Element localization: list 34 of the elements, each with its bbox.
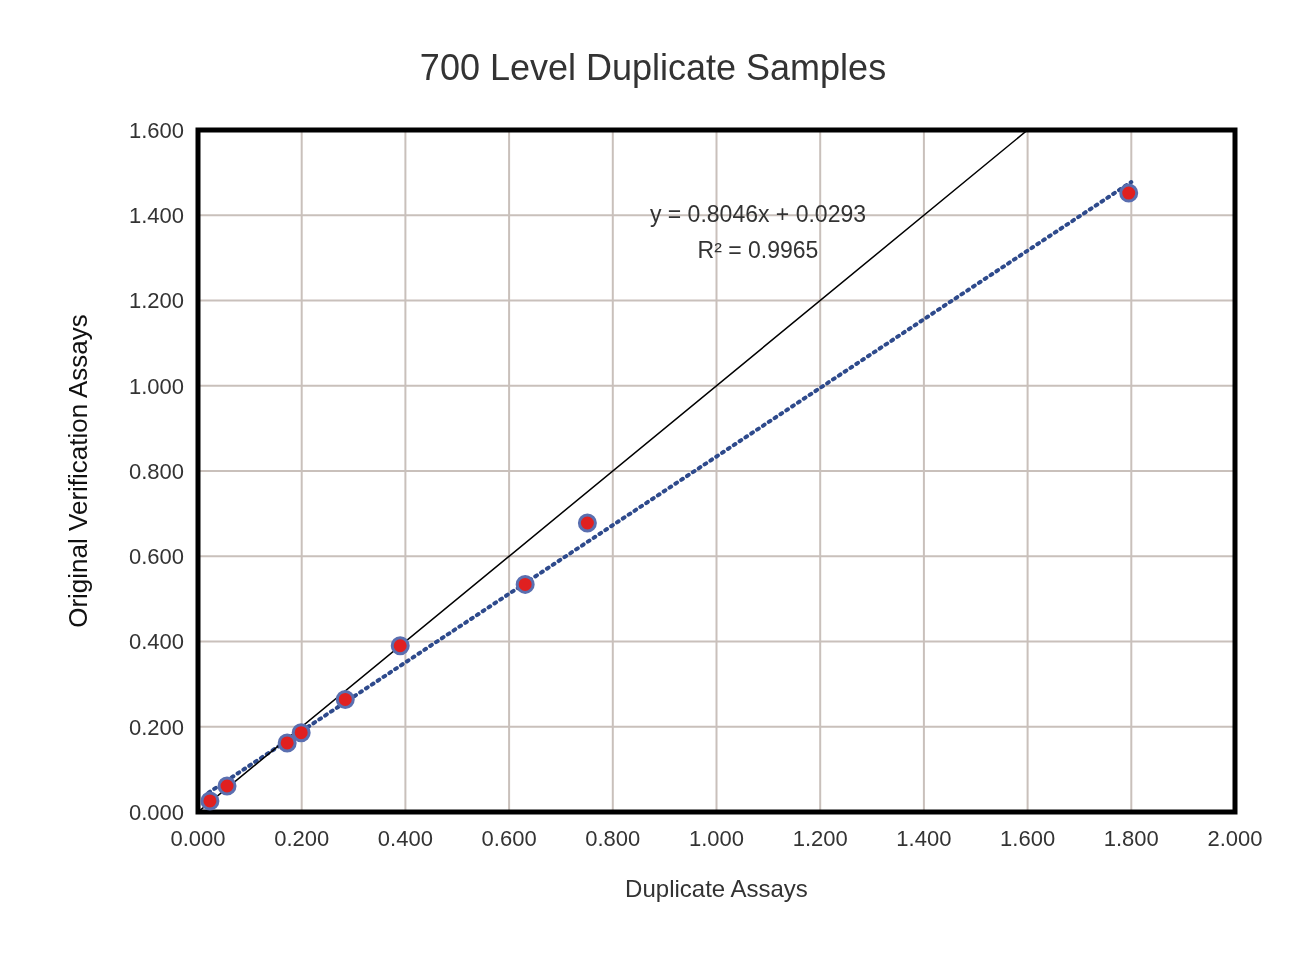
x-tick-label: 0.200	[274, 825, 330, 851]
annotation: R² = 0.9965	[697, 237, 819, 263]
y-tick-label: 1.600	[128, 117, 184, 143]
x-tick-label: 1.400	[896, 825, 952, 851]
x-tick-label: 0.800	[585, 825, 641, 851]
point	[515, 574, 535, 594]
x-axis-title: Duplicate Assays	[625, 875, 808, 902]
point	[1119, 183, 1139, 203]
y-tick-label: 1.000	[128, 373, 184, 399]
annotation: y = 0.8046x + 0.0293	[649, 201, 867, 227]
x-tick-label: 2.000	[1207, 825, 1263, 851]
chart-title: 700 Level Duplicate Samples	[419, 47, 887, 88]
y-tick-label: 0.600	[128, 544, 184, 570]
point	[277, 733, 297, 753]
y-tick-label: 1.200	[128, 288, 184, 314]
x-tick-label: 1.800	[1103, 825, 1159, 851]
y-axis-title: Original Verification Assays	[63, 314, 94, 628]
point	[291, 723, 311, 743]
point	[577, 513, 597, 533]
point	[390, 636, 410, 656]
x-tick-label: 0.000	[170, 825, 226, 851]
x-tick-label: 1.000	[688, 825, 745, 851]
x-tick-label: 1.200	[792, 825, 848, 851]
x-tick-label: 0.400	[377, 825, 433, 851]
point	[217, 776, 237, 796]
y-tick-label: 0.400	[128, 629, 184, 655]
point	[200, 791, 220, 811]
y-tick-label: 1.400	[128, 203, 184, 229]
y-tick-label: 0.000	[128, 799, 184, 825]
x-tick-label: 0.600	[481, 825, 537, 851]
y-tick-label: 0.800	[128, 458, 184, 484]
point	[335, 689, 355, 709]
x-tick-label: 1.600	[1000, 825, 1056, 851]
y-tick-label: 0.200	[128, 714, 184, 740]
